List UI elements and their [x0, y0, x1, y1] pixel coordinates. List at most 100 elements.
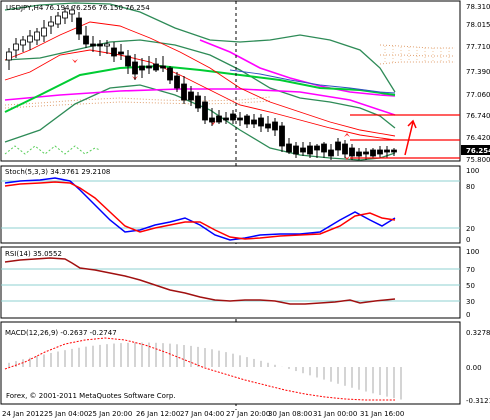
candle-body — [27, 35, 33, 43]
time-label: 27 Jan 20:00 — [226, 410, 270, 418]
stoch-level: 100 — [466, 167, 479, 175]
candle-body — [258, 117, 264, 127]
time-label: 30 Jan 08:00 — [268, 410, 312, 418]
symbol-label: USDJPY,H4 — [6, 4, 44, 12]
candle-body — [356, 151, 362, 157]
macd-signal-line — [4, 337, 395, 401]
candle-body — [216, 115, 222, 123]
candle-body — [342, 143, 348, 155]
candle-body — [272, 121, 278, 131]
candle-body — [209, 117, 215, 123]
rsi-line — [4, 257, 396, 305]
stoch-signal-line — [4, 181, 396, 240]
ma-magenta — [199, 39, 396, 97]
rsi-panel[interactable]: RSI(14) 35.0552 100 70 50 30 0 — [0, 246, 479, 319]
candle-body — [90, 43, 96, 47]
price-tick: 78.310 — [466, 3, 490, 11]
ma-blue — [229, 69, 396, 94]
stoch-level: 20 — [466, 225, 475, 233]
price-tick: 76.740 — [466, 112, 490, 120]
macd-level: 0.00 — [466, 364, 482, 372]
candle-body — [160, 65, 166, 69]
candle-body — [125, 55, 131, 67]
candle-body — [391, 149, 397, 153]
current-price-box — [461, 145, 490, 155]
price-panel[interactable]: USDJPY,H4 76.194 76.256 76.150 76.254 78… — [0, 0, 490, 410]
candle-body — [265, 123, 271, 129]
macd-panel[interactable]: MACD(12,26,9) -0.2637 -0.2747 0.3278 0.0… — [0, 321, 490, 405]
candle-body — [230, 113, 236, 121]
macd-frame — [0, 321, 461, 405]
time-label: 31 Jan 00:00 — [313, 410, 357, 418]
candlesticks — [6, 6, 397, 160]
macd-title: MACD(12,26,9) -0.2637 -0.2747 — [5, 329, 117, 337]
candle-body — [223, 117, 229, 121]
candle-body — [314, 145, 320, 151]
rsi-title: RSI(14) 35.0552 — [5, 250, 62, 258]
candle-body — [76, 17, 82, 35]
candle-body — [153, 63, 159, 71]
cloud-hatching — [384, 46, 450, 64]
rsi-level: 50 — [466, 282, 475, 290]
price-tick: 77.060 — [466, 91, 490, 99]
stoch-level: 0 — [466, 236, 470, 244]
candle-body — [286, 143, 292, 153]
candle-body — [48, 21, 54, 27]
candle-body — [300, 147, 306, 153]
rsi-level: 100 — [466, 248, 479, 256]
stoch-frame — [0, 165, 461, 244]
rsi-level: 30 — [466, 298, 475, 306]
level-lines[interactable] — [350, 114, 460, 159]
candle-body — [202, 101, 208, 121]
rsi-level: 0 — [466, 311, 470, 319]
stoch-level: 80 — [466, 183, 475, 191]
price-tick: 78.015 — [466, 21, 490, 29]
candle-body — [321, 143, 327, 153]
candle-body — [188, 91, 194, 101]
candle-body — [6, 51, 12, 61]
candle-body — [83, 35, 89, 45]
candle-body — [195, 95, 201, 109]
zigzag-green — [4, 145, 101, 155]
candle-body — [174, 75, 180, 89]
candle-body — [118, 51, 124, 55]
macd-histogram — [8, 342, 402, 400]
ichimoku-cloud — [4, 44, 455, 109]
ma-green — [4, 64, 396, 113]
time-label: 26 Jan 12:00 — [136, 410, 180, 418]
time-label: 31 Jan 16:00 — [360, 410, 404, 418]
arrow-drawing[interactable] — [404, 119, 417, 156]
stochastic-panel[interactable]: Stoch(5,3,3) 34.3761 29.2108 100 80 20 0 — [0, 165, 479, 244]
price-tick: 76.420 — [466, 134, 490, 142]
ohlc-label: 76.194 76.256 76.150 76.254 — [45, 4, 150, 12]
candle-body — [104, 43, 110, 47]
candle-body — [111, 47, 117, 57]
time-label: 25 Jan 04:00 — [44, 410, 88, 418]
candle-body — [244, 115, 250, 125]
candle-body — [349, 147, 355, 157]
price-tick: 77.390 — [466, 68, 490, 76]
candle-body — [251, 119, 257, 125]
stoch-title: Stoch(5,3,3) 34.3761 29.2108 — [5, 168, 110, 176]
candle-body — [20, 39, 26, 46]
candle-body — [146, 65, 152, 69]
candle-body — [132, 61, 138, 75]
candle-body — [181, 83, 187, 101]
ma-magenta-flat — [4, 88, 396, 116]
candle-body — [370, 149, 376, 157]
macd-level: 0.3278 — [466, 329, 490, 337]
candle-body — [139, 65, 145, 71]
price-tick: 75.800 — [466, 156, 490, 164]
rsi-frame — [0, 246, 461, 319]
time-label: 24 Jan 2012 — [2, 410, 44, 418]
candle-body — [307, 145, 313, 155]
candle-body — [335, 141, 341, 151]
candle-body — [97, 43, 103, 47]
price-tick: 77.710 — [466, 43, 490, 51]
candle-body — [41, 27, 47, 37]
candle-body — [328, 149, 334, 157]
macd-level: -0.3121 — [466, 397, 490, 405]
candle-body — [13, 43, 19, 51]
candle-body — [167, 67, 173, 81]
